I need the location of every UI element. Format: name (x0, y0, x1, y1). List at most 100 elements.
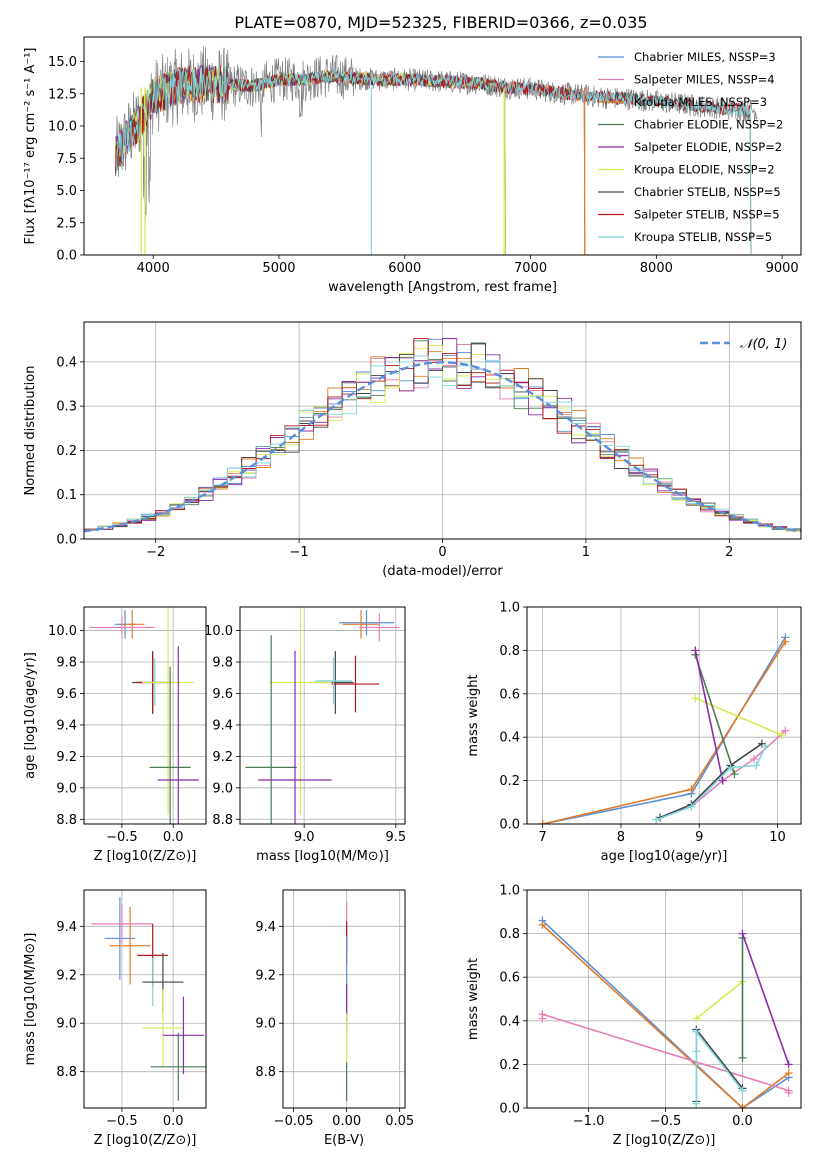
spectrum-plot-area (115, 45, 758, 255)
age-vs-Z-y-tick-label: 9.4 (56, 718, 77, 733)
weight-vs-age-x-axis-label: age [log10(age/yr)] (601, 849, 728, 864)
weight-line (695, 980, 744, 1020)
age-vs-Z-x-axis-label: Z [log10(Z/Z⊙)] (94, 849, 197, 864)
weight-vs-Z-plot-area (538, 916, 793, 1108)
data-point-marker (738, 1104, 747, 1108)
age-vs-mass-x-tick-label: 9.0 (294, 830, 315, 845)
weight-vs-age-y-tick-label: 0.2 (499, 774, 520, 789)
gaussian-curve (84, 361, 801, 533)
data-point-marker (784, 1088, 793, 1097)
weight-vs-Z-x-tick-label: −0.5 (650, 1114, 682, 1129)
data-point-marker (687, 785, 696, 794)
weight-vs-age-x-tick-label: 9 (695, 830, 703, 845)
data-point-marker (784, 1060, 793, 1069)
mass-vs-EBV-y-tick-label: 9.2 (255, 968, 276, 983)
data-point-marker (692, 1099, 701, 1108)
residuals-plot-area (84, 338, 801, 533)
weight-line (694, 697, 782, 736)
mass-vs-Z-y-tick-label: 9.2 (56, 968, 77, 983)
age-vs-Z-y-tick-label: 10.0 (48, 624, 77, 639)
mass-vs-Z-x-tick-label: −0.5 (106, 1114, 138, 1129)
weight-vs-age-y-axis-label: mass weight (466, 674, 481, 756)
age-vs-mass-x-tick-label: 9.5 (385, 830, 406, 845)
data-point-marker (750, 754, 759, 763)
data-point-marker (692, 1047, 701, 1056)
residual-histogram (84, 355, 801, 532)
legend-entry-label: Kroupa ELODIE, NSSP=2 (634, 163, 775, 177)
data-point-marker (761, 741, 770, 750)
mass-vs-Z-panel: −0.5 0.0 8.8 9.0 9.2 9.4 Z [log10(Z/Z⊙)] mass [… (23, 889, 207, 1148)
age-vs-mass-frame (239, 606, 406, 825)
weight-vs-age-plot-area (538, 633, 790, 824)
weight-line (541, 919, 790, 1108)
data-point-marker (691, 646, 700, 655)
age-vs-mass-y-tick-label: 9.6 (212, 687, 233, 702)
weight-vs-Z-frame (526, 889, 802, 1109)
residuals-x-tick-label: 0 (438, 545, 446, 560)
residuals-y-tick-label: 0.2 (56, 444, 77, 459)
age-vs-mass-y-tick-label: 10.0 (204, 624, 233, 639)
mass-vs-Z-frame (83, 889, 207, 1109)
residuals-y-tick-label: 0.4 (56, 355, 77, 370)
age-vs-mass-y-tick-label: 8.8 (212, 813, 233, 828)
spectrum-x-tick-label: 5000 (262, 261, 295, 276)
weight-vs-age-y-tick-label: 0.6 (499, 687, 520, 702)
residuals-y-axis-label: Normed distribution (23, 366, 38, 496)
weight-vs-Z-y-tick-label: 1.0 (499, 884, 520, 899)
age-vs-mass-plot-area (245, 607, 400, 824)
model-spectrum-line (115, 65, 752, 255)
spectrum-y-tick-label: 10.0 (48, 120, 77, 135)
data-point-marker (730, 770, 739, 779)
legend-entry-label: Kroupa MILES, NSSP=3 (634, 95, 767, 109)
legend-entry-label: Chabrier STELIB, NSSP=5 (634, 185, 781, 199)
spectrum-y-tick-label: 2.5 (56, 216, 77, 231)
spectrum-x-tick-label: 7000 (514, 261, 547, 276)
residuals-x-tick-label: 2 (725, 545, 733, 560)
data-point-marker (687, 802, 696, 811)
weight-vs-age-frame (526, 606, 802, 825)
mass-vs-Z-x-axis-label: Z [log10(Z/Z⊙)] (94, 1133, 197, 1148)
residuals-panel: −2 −1 0 1 2 0.0 0.1 0.2 0.3 0.4 (data-model)/error… (23, 321, 802, 579)
data-point-marker (538, 920, 547, 929)
residuals-x-tick-label: −1 (290, 545, 309, 560)
legend-entry-label: Chabrier ELODIE, NSSP=2 (634, 118, 783, 132)
weight-vs-Z-x-tick-label: −1.0 (573, 1114, 605, 1129)
data-point-marker (538, 820, 547, 824)
figure-title: PLATE=0870, MJD=52325, FIBERID=0366, z=0… (234, 13, 647, 32)
weight-vs-Z-y-tick-label: 0.4 (499, 1014, 520, 1029)
weight-vs-age-y-tick-label: 0.8 (499, 644, 520, 659)
data-point-marker (738, 929, 747, 938)
mass-vs-Z-x-tick-label: 0.0 (163, 1114, 184, 1129)
legend-entry-label: Chabrier MILES, NSSP=3 (634, 50, 776, 64)
age-vs-Z-y-tick-label: 8.8 (56, 813, 77, 828)
age-vs-Z-frame (83, 606, 207, 825)
weight-vs-age-panel: 7 8 9 10 0.0 0.2 0.4 0.6 0.8 1.0 age [log10(age/yr… (466, 601, 802, 864)
mass-vs-EBV-frame (282, 889, 406, 1109)
mass-vs-EBV-y-tick-label: 9.4 (255, 920, 276, 935)
residuals-x-tick-label: 1 (582, 545, 590, 560)
weight-vs-Z-y-tick-label: 0.8 (499, 927, 520, 942)
spectrum-x-tick-label: 6000 (388, 261, 421, 276)
age-vs-mass-x-axis-label: mass [log10(M/M⊙)] (256, 849, 389, 864)
age-vs-Z-y-axis-label: age [log10(age/yr)] (23, 652, 38, 779)
weight-line (694, 654, 736, 775)
residuals-y-tick-label: 0.0 (56, 533, 77, 548)
spectrum-y-tick-label: 5.0 (56, 184, 77, 199)
legend-entry-label: Kroupa STELIB, NSSP=5 (634, 230, 772, 244)
age-vs-mass-y-tick-label: 9.2 (212, 750, 233, 765)
weight-vs-age-x-tick-label: 10 (769, 830, 786, 845)
weight-vs-age-y-tick-label: 1.0 (499, 601, 520, 616)
age-vs-Z-plot-area (89, 607, 199, 824)
age-vs-mass-y-tick-label: 9.4 (212, 718, 233, 733)
mass-vs-Z-y-axis-label: mass [log10(M/M⊙)] (23, 933, 38, 1066)
weight-vs-age-x-tick-label: 8 (617, 830, 625, 845)
age-vs-Z-x-tick-label: 0.0 (163, 830, 184, 845)
mass-vs-Z-y-tick-label: 8.8 (56, 1065, 77, 1080)
spectrum-x-tick-label: 9000 (766, 261, 799, 276)
mass-vs-EBV-x-tick-label: 0.05 (385, 1114, 414, 1129)
weight-vs-Z-x-tick-label: 0.0 (732, 1114, 753, 1129)
weight-line (695, 1029, 744, 1104)
data-point-marker (752, 761, 761, 770)
legend-entry-label: Salpeter STELIB, NSSP=5 (634, 208, 780, 222)
weight-line (659, 743, 763, 819)
